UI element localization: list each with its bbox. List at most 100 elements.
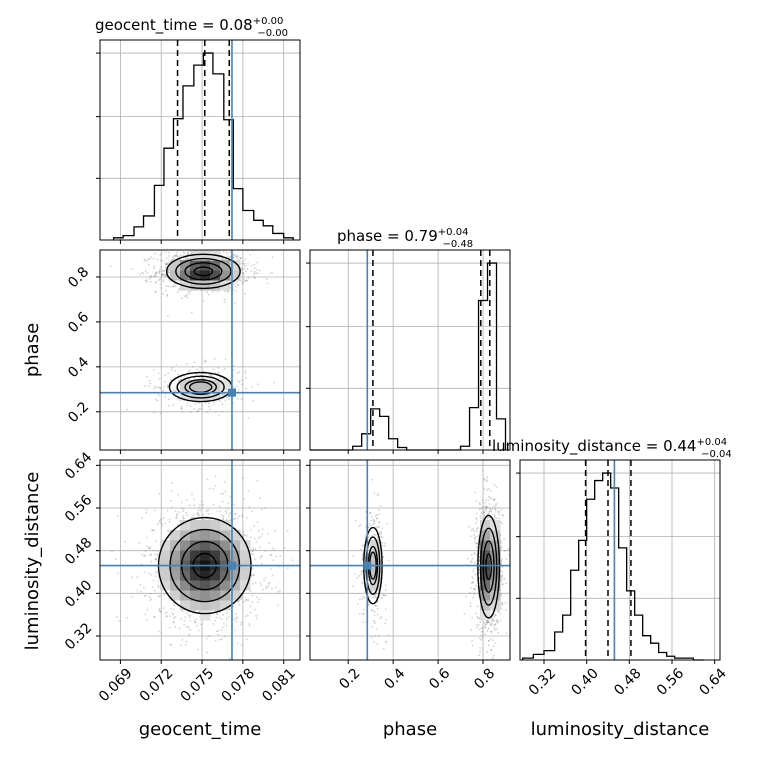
scatter-point xyxy=(196,512,199,515)
density-cell xyxy=(190,580,201,591)
density-cell xyxy=(190,260,201,271)
scatter-point xyxy=(154,272,157,275)
scatter-point xyxy=(166,509,169,512)
scatter-point xyxy=(202,504,204,506)
scatter-point xyxy=(221,394,224,397)
scatter-point xyxy=(380,597,383,600)
scatter-point xyxy=(168,521,171,523)
xlabel-phase: phase xyxy=(383,719,437,740)
scatter-point xyxy=(252,399,255,402)
scatter-point xyxy=(487,621,490,624)
scatter-point xyxy=(471,558,474,560)
scatter-point xyxy=(217,366,220,369)
scatter-point xyxy=(186,402,189,405)
scatter-point xyxy=(479,515,482,517)
scatter-point xyxy=(384,608,387,611)
scatter-point xyxy=(269,553,272,556)
scatter-point xyxy=(157,584,160,587)
scatter-point xyxy=(381,527,384,530)
scatter-point xyxy=(241,274,244,277)
scatter-point xyxy=(243,268,246,270)
scatter-point xyxy=(157,372,160,375)
scatter-point xyxy=(242,272,245,274)
scatter-point xyxy=(164,374,167,376)
scatter-point xyxy=(170,499,172,502)
scatter-point xyxy=(139,590,142,593)
scatter-point xyxy=(485,506,488,509)
scatter-point xyxy=(224,490,227,493)
scatter-point xyxy=(274,586,277,589)
scatter-point xyxy=(260,562,263,565)
density-cell xyxy=(480,590,491,601)
density-cell xyxy=(180,260,191,271)
scatter-point xyxy=(384,594,387,597)
scatter-point xyxy=(489,623,492,626)
scatter-point xyxy=(379,505,382,507)
scatter-point xyxy=(161,272,164,275)
scatter-point xyxy=(500,508,503,511)
scatter-point xyxy=(240,623,242,626)
scatter-point xyxy=(160,273,163,276)
scatter-point xyxy=(376,592,378,595)
scatter-point xyxy=(494,504,497,507)
scatter-point xyxy=(471,640,473,642)
scatter-point xyxy=(472,596,474,599)
scatter-point xyxy=(159,610,161,613)
scatter-point xyxy=(172,620,175,623)
scatter-point xyxy=(160,252,163,255)
scatter-point xyxy=(223,635,226,638)
scatter-point xyxy=(164,251,167,254)
scatter-point xyxy=(251,601,254,603)
density-phase-vs-luminosity-distance-xtick-label: 0.2 xyxy=(336,665,363,692)
scatter-point xyxy=(373,610,376,613)
scatter-point xyxy=(130,576,133,579)
scatter-point xyxy=(472,587,475,590)
scatter-point xyxy=(208,635,211,637)
scatter-point xyxy=(174,370,177,372)
hist-luminosity_distance-xtick-label: 0.48 xyxy=(611,665,644,698)
scatter-point xyxy=(159,283,162,285)
scatter-point xyxy=(374,514,377,517)
scatter-point xyxy=(205,510,208,513)
scatter-point xyxy=(181,408,183,410)
density-cell xyxy=(220,600,231,611)
scatter-point xyxy=(189,405,192,407)
scatter-point xyxy=(162,594,165,597)
density-cell xyxy=(210,600,221,611)
scatter-point xyxy=(225,617,228,620)
scatter-point xyxy=(251,594,254,597)
scatter-point xyxy=(166,315,169,318)
scatter-point xyxy=(213,402,216,405)
scatter-point xyxy=(244,377,247,379)
scatter-point xyxy=(269,272,272,275)
scatter-point xyxy=(245,387,248,390)
scatter-point xyxy=(373,620,376,623)
scatter-point xyxy=(483,622,486,624)
scatter-point xyxy=(167,285,170,288)
scatter-point xyxy=(146,545,149,547)
contour-line xyxy=(479,527,498,606)
scatter-point xyxy=(165,257,168,260)
density-geocent-time-vs-phase: 0.20.40.60.8 xyxy=(65,249,301,454)
scatter-point xyxy=(489,510,492,512)
scatter-point xyxy=(493,506,496,509)
scatter-point xyxy=(147,572,150,574)
scatter-point xyxy=(223,480,226,483)
scatter-point xyxy=(360,581,363,584)
scatter-point xyxy=(224,290,227,292)
scatter-point xyxy=(193,619,196,622)
scatter-point xyxy=(500,608,503,611)
scatter-point xyxy=(241,383,244,386)
scatter-point xyxy=(143,555,146,558)
scatter-point xyxy=(485,499,488,502)
scatter-point xyxy=(195,618,198,621)
scatter-point xyxy=(493,484,496,487)
density-cell xyxy=(480,520,491,531)
scatter-point xyxy=(189,411,192,414)
hist-phase-frame xyxy=(309,249,511,451)
scatter-point xyxy=(226,396,229,398)
scatter-point xyxy=(250,552,252,555)
scatter-point xyxy=(490,638,492,640)
scatter-point xyxy=(214,475,217,478)
